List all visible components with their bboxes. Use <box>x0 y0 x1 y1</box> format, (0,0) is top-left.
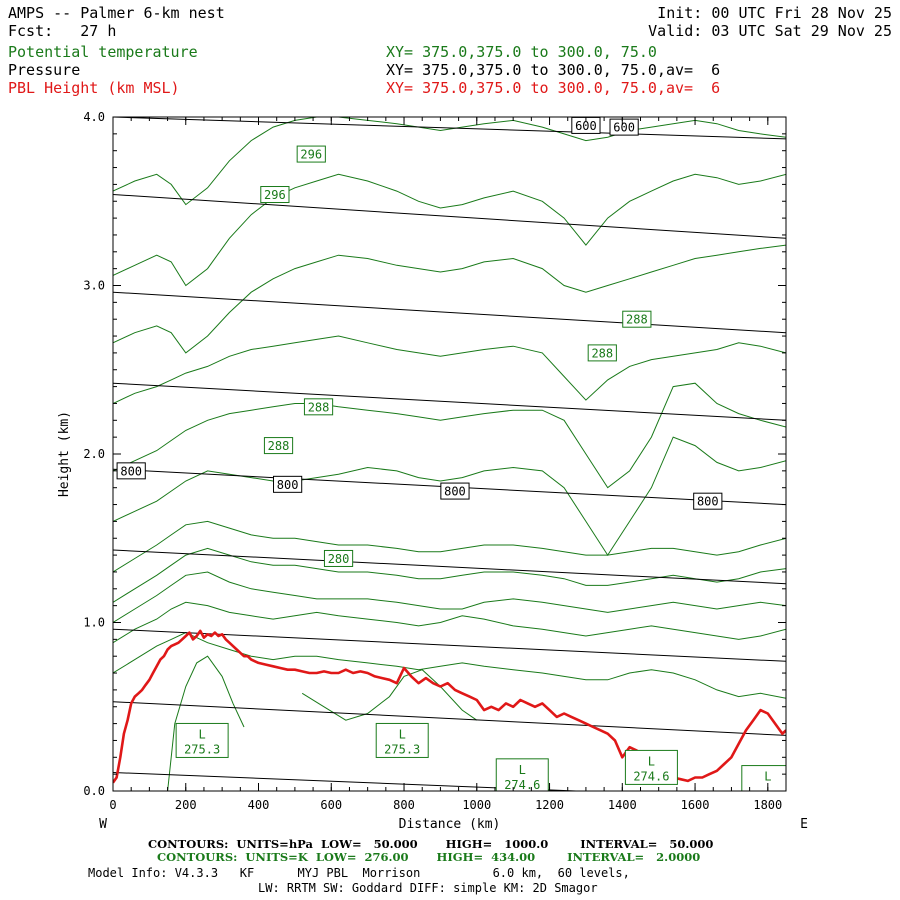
theta-label-box <box>587 344 617 362</box>
valid-time: Valid: 03 UTC Sat 29 Nov 25 <box>648 22 892 40</box>
theta-contour-line <box>113 173 786 287</box>
low-label-value: 274.6 <box>633 769 669 783</box>
theta-label-box <box>263 437 294 455</box>
x-tick-label: 1400 <box>608 798 637 812</box>
x-tick-label: 1600 <box>681 798 710 812</box>
theta-label: 288 <box>268 439 290 453</box>
low-label-letter: L <box>519 763 526 777</box>
x-tick-label: 200 <box>175 798 197 812</box>
theta-contour-line <box>301 669 478 721</box>
x-tick-label: 1800 <box>753 798 782 812</box>
pressure-contour-line <box>113 549 786 585</box>
init-time: Init: 00 UTC Fri 28 Nov 25 <box>657 4 892 22</box>
theta-label-box <box>303 398 334 416</box>
theta-contour-line <box>113 601 786 644</box>
pressure-label-box <box>609 118 639 136</box>
low-label-box <box>741 765 786 791</box>
axes: 0 200 400 600 800 1000 1200 1400 1600 1800 0.0 1.0 2… <box>57 110 808 832</box>
low-label-box <box>495 758 549 791</box>
pressure-contour-line <box>113 772 589 791</box>
theta-label: 296 <box>264 188 286 202</box>
theta-contour-line <box>113 382 786 489</box>
low-label-box <box>624 749 678 785</box>
pressure-contour-line <box>113 194 786 239</box>
theta-label: 280 <box>328 552 350 566</box>
pressure-contour-info: CONTOURS: UNITS=hPa LOW= 50.000 HIGH= 10… <box>148 837 714 851</box>
theta-contour-line <box>113 244 786 354</box>
pressure-label-box <box>116 462 146 480</box>
theta-contour-line <box>167 655 245 791</box>
cross-section-chart: 800 800 800 800 600 600 296 296 288 288 288 288 280 L… <box>57 110 808 832</box>
low-label-value: 275.3 <box>184 742 220 756</box>
low-label-box <box>175 722 229 758</box>
theta-label-box <box>622 310 652 328</box>
pressure-label: 600 <box>613 121 635 135</box>
legend-theta-label: Potential temperature <box>8 43 198 61</box>
pressure-label-box <box>440 482 470 500</box>
chart-title: AMPS -- Palmer 6-km nest <box>8 4 225 22</box>
x-tick-label: 0 <box>109 798 116 812</box>
forecast-hour: Fcst: 27 h <box>8 22 117 40</box>
y-axis-label: Height (km) <box>57 411 72 497</box>
legend-pbl-label: PBL Height (km MSL) <box>8 79 180 97</box>
legend-pressure-xy: XY= 375.0,375.0 to 300.0, 75.0,av= 6 <box>386 61 721 79</box>
theta-contour-line <box>113 520 786 573</box>
theta-contour-line <box>113 547 786 603</box>
legend-pbl-xy: XY= 375.0,375.0 to 300.0, 75.0,av= 6 <box>386 79 721 97</box>
pressure-label: 800 <box>444 485 466 499</box>
low-label-letter: L <box>399 727 406 741</box>
model-info: Model Info: V4.3.3 KF MYJ PBL Morrison 6… <box>88 866 630 880</box>
low-label-letter: L <box>764 770 771 784</box>
pressure-contour-line <box>113 291 786 334</box>
x-tick-label: 600 <box>320 798 342 812</box>
y-tick-label: 3.0 <box>83 279 105 293</box>
y-tick-label: 2.0 <box>83 447 105 461</box>
plot-frame <box>112 116 787 792</box>
pressure-label: 800 <box>120 464 142 478</box>
theta-contours <box>113 117 786 791</box>
theta-label-box <box>296 145 326 163</box>
theta-contour-line <box>113 117 786 206</box>
theta-contour-line <box>113 436 786 557</box>
x-tick-label: 400 <box>248 798 270 812</box>
east-end-label: E <box>800 817 808 832</box>
pressure-label: 800 <box>697 495 719 509</box>
west-end-label: W <box>99 817 107 832</box>
theta-label: 288 <box>591 346 613 360</box>
theta-contour-line <box>113 632 786 699</box>
low-label-box <box>375 722 429 758</box>
pressure-contour-line <box>113 701 786 736</box>
theta-contour-line <box>113 571 786 623</box>
model-info-2: LW: RRTM SW: Goddard DIFF: simple KM: 2D… <box>258 881 598 895</box>
legend-theta-xy: XY= 375.0,375.0 to 300.0, 75.0 <box>386 43 657 61</box>
y-tick-label: 4.0 <box>83 110 105 124</box>
low-label-letter: L <box>648 754 655 768</box>
y-tick-label: 0.0 <box>83 784 105 798</box>
x-tick-label: 800 <box>393 798 415 812</box>
pressure-label: 800 <box>277 478 299 492</box>
x-axis-label: Distance (km) <box>399 817 501 832</box>
low-label-letter: L <box>199 727 206 741</box>
y-tick-label: 1.0 <box>83 616 105 630</box>
legend-pressure-label: Pressure <box>8 61 81 79</box>
pressure-contour-line <box>113 628 786 662</box>
x-tick-label: 1200 <box>535 798 564 812</box>
pressure-contour-line <box>113 382 786 421</box>
theta-label: 288 <box>308 400 330 414</box>
low-label-value: 275.3 <box>384 742 420 756</box>
theta-label-box <box>323 549 354 567</box>
pressure-label-box <box>693 492 723 510</box>
pressure-label-box <box>273 475 303 493</box>
x-tick-label: 1000 <box>462 798 491 812</box>
pressure-label: 600 <box>575 119 597 133</box>
theta-label: 288 <box>626 313 648 327</box>
theta-contour-info: CONTOURS: UNITS=K LOW= 276.00 HIGH= 434.… <box>157 850 701 864</box>
pressure-contour-line <box>113 117 786 140</box>
theta-label-box <box>260 186 290 204</box>
theta-contour-line <box>113 335 786 404</box>
low-label-value: 274.6 <box>504 778 540 792</box>
theta-label: 296 <box>300 148 322 162</box>
contour-labels: 800 800 800 800 600 600 296 296 288 288 288 288 280 L… <box>116 117 786 792</box>
